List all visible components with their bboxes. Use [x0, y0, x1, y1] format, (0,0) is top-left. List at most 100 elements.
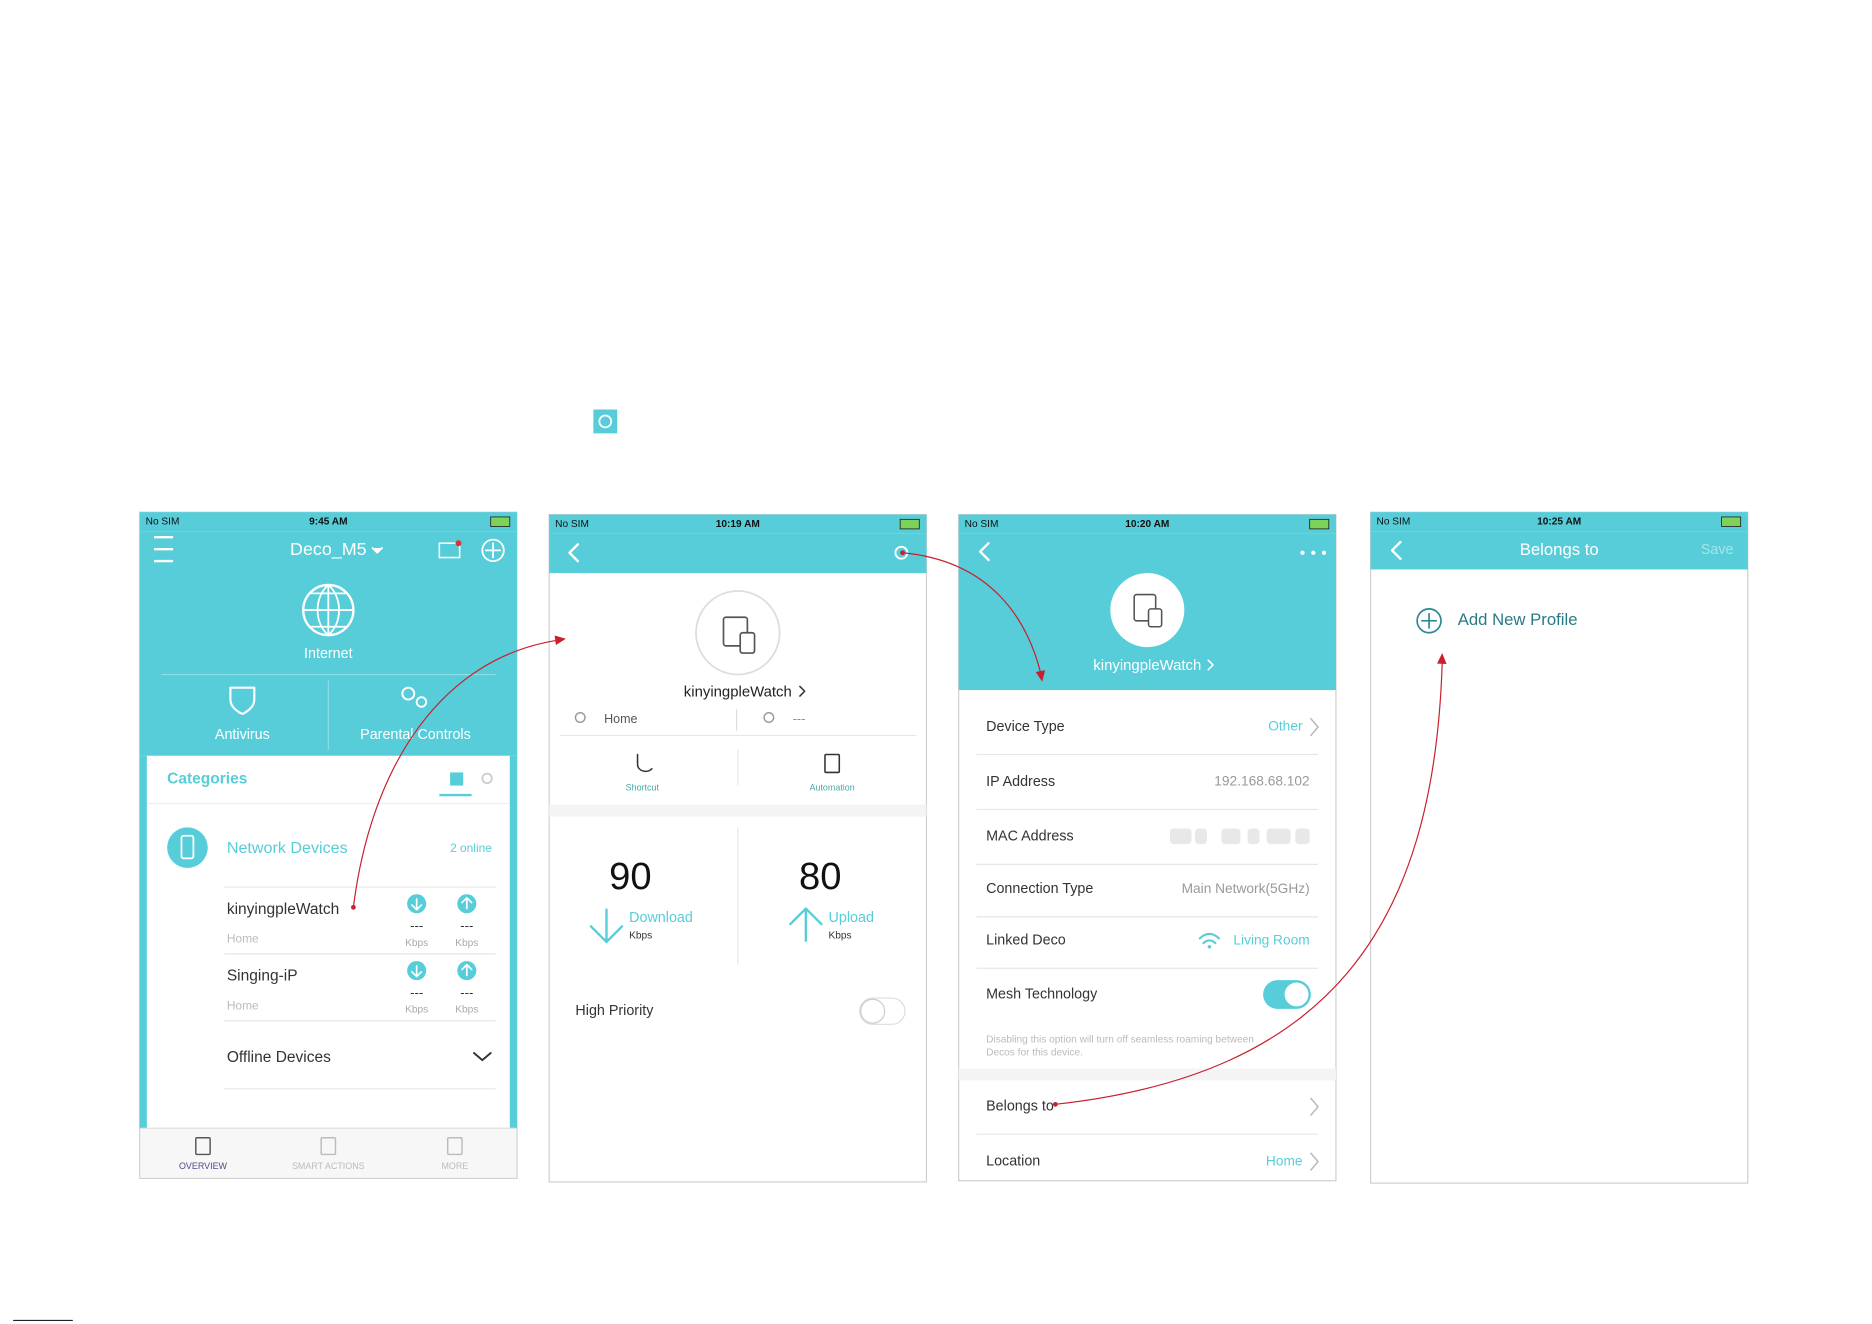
tab-label[interactable]: MORE: [441, 1161, 468, 1171]
tab-label[interactable]: SMART ACTIONS: [292, 1161, 365, 1171]
download-label: Download: [629, 910, 693, 926]
row-value: Other: [1268, 719, 1303, 734]
arrowhead: [1035, 670, 1046, 682]
upload-value: 80: [799, 855, 841, 898]
add-profile-icon: [1416, 608, 1442, 634]
upload-unit: Kbps: [829, 931, 852, 942]
gear-icon: [598, 414, 613, 429]
blurred-mac: [1247, 828, 1260, 845]
header-bg: [1370, 531, 1748, 570]
device-name[interactable]: kinyingpleWatch: [227, 901, 339, 918]
row-label[interactable]: Location: [986, 1153, 1040, 1169]
phone-glyph: [180, 834, 195, 860]
device-upload-unit: Kbps: [455, 1005, 478, 1016]
arrow: [411, 965, 423, 978]
side-bg: [509, 755, 517, 1129]
row-label[interactable]: Belongs to: [986, 1098, 1054, 1114]
add-plus: [1421, 612, 1438, 629]
status-carrier: No SIM: [555, 519, 589, 530]
row-label[interactable]: IP Address: [986, 774, 1055, 790]
antivirus-label[interactable]: Antivirus: [215, 727, 270, 743]
upload-label: Upload: [829, 910, 874, 926]
offline-devices[interactable]: Offline Devices: [227, 1049, 331, 1066]
back-icon: [568, 543, 580, 563]
parental-icon: [415, 696, 428, 708]
back-icon: [1390, 540, 1402, 560]
antivirus-icon: [229, 686, 256, 716]
owner: ---: [793, 712, 806, 726]
battery-icon: [1721, 516, 1742, 527]
more-dot: [1311, 550, 1316, 555]
device-upload: ---: [460, 985, 473, 1000]
row-value: Home: [1266, 1153, 1303, 1168]
row-label[interactable]: Linked Deco: [986, 933, 1066, 949]
row-label[interactable]: MAC Address: [986, 829, 1074, 845]
status-bar: [549, 514, 927, 534]
mail-icon: [438, 542, 461, 559]
side-bg: [139, 755, 147, 1129]
blurred-mac: [1266, 828, 1291, 845]
device-glyph: [1133, 593, 1157, 622]
page-title: Belongs to: [1520, 540, 1599, 559]
parental-icon: [401, 686, 416, 701]
status-carrier: No SIM: [1377, 516, 1411, 527]
arrow: [461, 896, 473, 910]
device-download: ---: [410, 985, 423, 1000]
network-title[interactable]: Deco_M5: [290, 539, 367, 560]
shortcut-icon: [636, 753, 653, 773]
device-name[interactable]: kinyingpleWatch: [1093, 657, 1201, 674]
wifi-dot: [1207, 944, 1212, 949]
owner-icon: [763, 712, 775, 724]
row-value: Main Network(5GHz): [1182, 881, 1310, 896]
shortcut-label[interactable]: Shortcut: [626, 782, 660, 792]
blurred-mac: [1169, 828, 1192, 845]
row-label[interactable]: Device Type: [986, 719, 1065, 735]
add-icon: [481, 538, 505, 563]
gear-icon-bg: [593, 409, 618, 434]
tab-icon: [320, 1137, 337, 1156]
download-unit: Kbps: [629, 931, 652, 942]
internet-label: Internet: [304, 646, 353, 662]
chevron: [1310, 1097, 1319, 1116]
dropdown-caret: [371, 547, 383, 554]
chevron-down: [473, 1052, 492, 1062]
tab-label[interactable]: OVERVIEW: [179, 1161, 228, 1171]
avatar: [695, 590, 781, 676]
row-label[interactable]: Mesh Technology: [986, 986, 1098, 1002]
battery-icon: [899, 518, 920, 530]
row-label[interactable]: Connection Type: [986, 881, 1093, 897]
status-bar: [1370, 512, 1748, 532]
status-time: 9:45 AM: [309, 516, 347, 527]
parental-label[interactable]: Parental Controls: [360, 727, 471, 743]
status-time: 10:25 AM: [1537, 516, 1581, 527]
add-plus: [485, 542, 502, 559]
back-icon: [978, 542, 990, 562]
battery-icon: [490, 516, 511, 527]
arrow: [461, 963, 473, 977]
blurred-mac: [1295, 828, 1310, 845]
tab-bar: [140, 1128, 516, 1178]
device-upload-unit: Kbps: [455, 938, 478, 949]
connector-arrow: [1054, 662, 1443, 1105]
more-dot: [1300, 550, 1305, 555]
upload-arrow: [789, 907, 823, 942]
location-icon: [574, 712, 586, 724]
blurred-mac: [1221, 828, 1241, 845]
download-value: 90: [609, 855, 651, 898]
grid-view-icon: [450, 772, 464, 786]
device-glyph: [722, 616, 749, 647]
arrowhead: [1437, 653, 1447, 664]
group-name[interactable]: Network Devices: [227, 839, 348, 857]
save-button[interactable]: Save: [1701, 542, 1734, 558]
device-name[interactable]: Singing-iP: [227, 968, 298, 985]
automation-label[interactable]: Automation: [810, 782, 855, 792]
section-gap: [958, 1068, 1336, 1081]
add-new-profile[interactable]: Add New Profile: [1458, 610, 1578, 629]
group-online: 2 online: [450, 841, 492, 855]
device-name[interactable]: kinyingpleWatch: [684, 683, 792, 700]
connector-arrow: [352, 639, 561, 908]
row-value: Living Room: [1233, 932, 1309, 947]
arrow: [411, 898, 423, 911]
